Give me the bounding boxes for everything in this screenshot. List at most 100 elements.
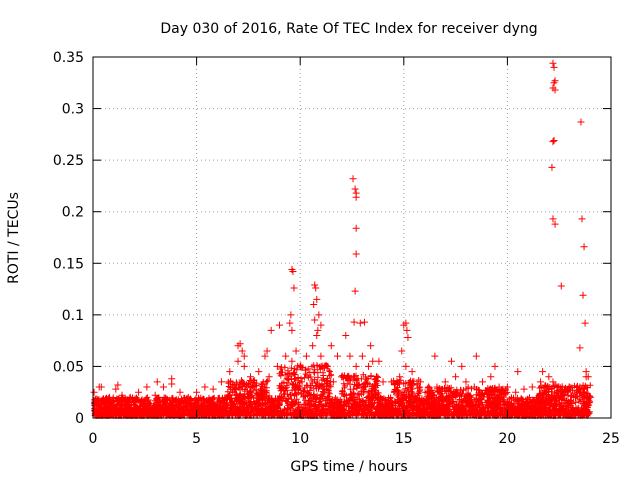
data-point xyxy=(408,368,416,376)
plot-frame xyxy=(92,56,612,419)
data-point xyxy=(143,383,151,391)
data-point xyxy=(373,373,381,381)
data-point xyxy=(327,342,335,350)
data-point xyxy=(184,393,192,401)
data-point xyxy=(323,362,331,370)
data-point xyxy=(550,63,558,71)
data-point xyxy=(273,362,281,370)
data-point xyxy=(311,316,319,324)
data-point xyxy=(402,319,410,327)
data-point xyxy=(309,342,317,350)
data-point xyxy=(314,326,322,334)
data-point xyxy=(512,388,520,396)
data-point xyxy=(193,388,201,396)
data-point xyxy=(416,378,424,386)
data-point xyxy=(333,352,341,360)
data-point xyxy=(561,388,569,396)
x-tick-label: 10 xyxy=(291,431,309,447)
data-point xyxy=(267,326,275,334)
x-tick-label: 20 xyxy=(498,431,516,447)
data-point xyxy=(168,375,176,383)
data-point xyxy=(539,368,547,376)
data-point xyxy=(557,282,565,290)
data-point xyxy=(403,326,411,334)
data-point xyxy=(549,138,557,146)
data-point xyxy=(369,357,377,365)
data-point xyxy=(311,281,319,289)
data-point xyxy=(356,319,364,327)
data-point xyxy=(255,368,263,376)
data-point xyxy=(226,368,234,376)
data-point xyxy=(310,301,318,309)
data-point xyxy=(425,383,433,391)
data-point xyxy=(528,383,536,391)
data-point xyxy=(396,373,404,381)
data-point xyxy=(582,368,590,376)
data-point xyxy=(553,383,561,391)
y-tick-label: 0.15 xyxy=(53,256,84,272)
data-point xyxy=(549,59,557,67)
x-tick-label: 25 xyxy=(602,431,620,447)
data-point xyxy=(491,362,499,370)
data-point xyxy=(551,86,559,94)
data-point xyxy=(240,362,248,370)
data-point xyxy=(346,352,354,360)
data-point xyxy=(579,291,587,299)
data-point xyxy=(537,378,545,386)
data-point xyxy=(159,383,167,391)
data-point xyxy=(462,378,470,386)
data-point xyxy=(287,311,295,319)
data-point xyxy=(402,362,410,370)
data-point xyxy=(576,383,584,391)
data-point xyxy=(379,378,387,386)
data-point xyxy=(286,319,294,327)
data-point xyxy=(153,378,161,386)
x-tick-label: 5 xyxy=(192,431,201,447)
y-tick-label: 0.05 xyxy=(53,359,84,375)
x-tick-label: 15 xyxy=(395,431,413,447)
data-point xyxy=(365,362,373,370)
data-point xyxy=(240,352,248,360)
data-point xyxy=(431,352,439,360)
data-point xyxy=(296,362,304,370)
data-point xyxy=(472,352,480,360)
data-point xyxy=(90,388,98,396)
data-point xyxy=(209,385,217,393)
x-tick-label: 0 xyxy=(89,431,98,447)
data-point xyxy=(114,381,122,389)
y-tick-label: 0.35 xyxy=(53,50,84,66)
chart-title: Day 030 of 2016, Rate Of TEC Index for r… xyxy=(160,21,537,37)
data-point xyxy=(360,318,368,326)
data-point xyxy=(503,383,511,391)
data-point xyxy=(217,378,225,386)
y-tick-label: 0.1 xyxy=(62,308,84,324)
data-point xyxy=(576,344,584,352)
data-point xyxy=(292,347,300,355)
data-points xyxy=(90,59,594,403)
data-point xyxy=(548,163,556,171)
y-axis-label: ROTI / TECUs xyxy=(6,192,22,284)
data-point xyxy=(313,331,321,339)
data-point xyxy=(580,243,588,251)
data-point xyxy=(151,391,159,399)
y-tick-label: 0 xyxy=(75,411,84,427)
data-point xyxy=(95,383,103,391)
data-point xyxy=(315,311,323,319)
data-point xyxy=(479,378,487,386)
data-point xyxy=(275,321,283,329)
data-point xyxy=(520,385,528,393)
data-point xyxy=(351,287,359,295)
data-point xyxy=(387,378,395,386)
data-point xyxy=(290,284,298,292)
data-point xyxy=(447,357,455,365)
data-point xyxy=(550,79,558,87)
data-point xyxy=(349,175,357,183)
data-point xyxy=(352,193,360,201)
data-point xyxy=(351,185,359,193)
data-point xyxy=(289,268,297,276)
data-point xyxy=(487,373,495,381)
data-point xyxy=(586,393,594,401)
data-point xyxy=(352,224,360,232)
data-point xyxy=(246,373,254,381)
